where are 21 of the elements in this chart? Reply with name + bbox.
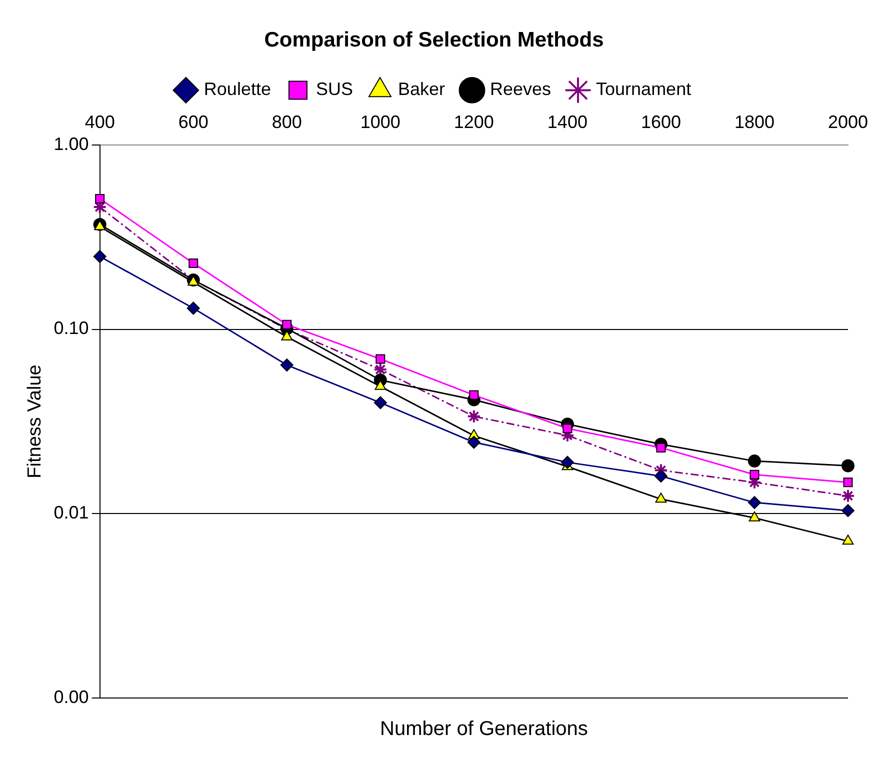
legend-label: Roulette (204, 79, 271, 100)
chart-title: Comparison of Selection Methods (264, 28, 604, 52)
y-tick-label: 0.10 (54, 318, 89, 338)
legend-label: SUS (316, 79, 353, 100)
x-tick-label: 2000 (828, 112, 868, 132)
legend-label: Tournament (596, 79, 692, 100)
x-tick-label: 800 (272, 112, 302, 132)
x-tick-label: 1000 (360, 112, 400, 132)
legend-label: Baker (398, 79, 446, 100)
x-tick-label: 1600 (640, 112, 681, 132)
x-axis-title: Number of Generations (379, 718, 589, 741)
x-tick-label: 1400 (547, 112, 588, 132)
x-tick-label: 1200 (454, 112, 494, 132)
y-axis-title: Fitness Value (24, 364, 46, 478)
y-tick-label: 0.00 (54, 687, 89, 708)
x-tick-label: 600 (178, 112, 208, 132)
y-tick-label: 0.01 (54, 502, 89, 523)
y-tick-label: 1.00 (54, 134, 89, 154)
x-tick-label: 1800 (734, 112, 775, 132)
legend-label: Reeves (490, 79, 552, 100)
x-tick-label: 400 (84, 112, 115, 132)
